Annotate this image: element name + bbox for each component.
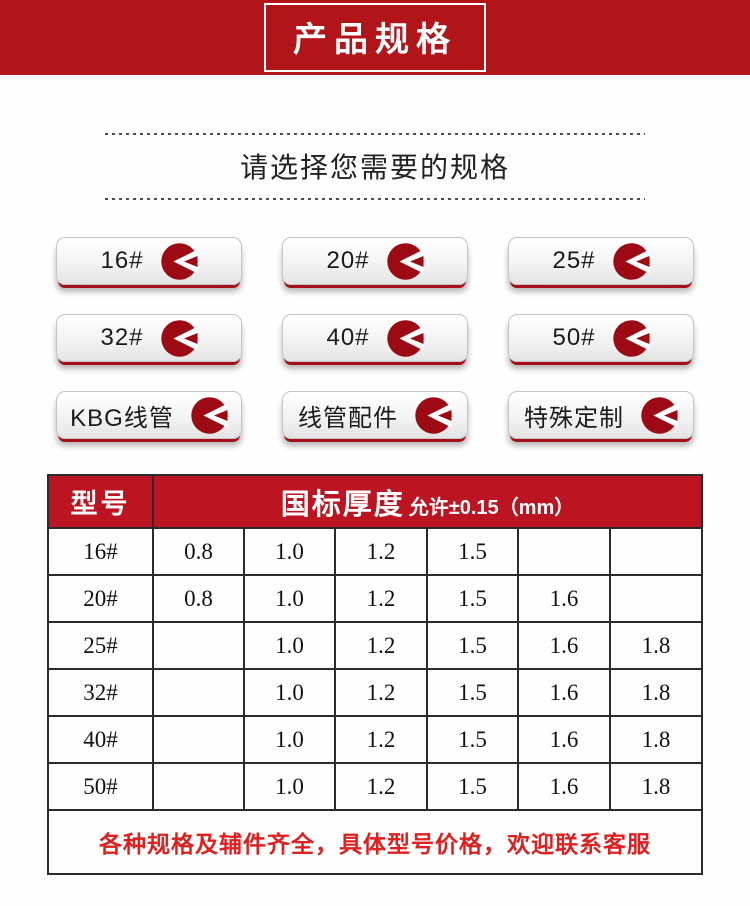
value-cell: 1.6	[516, 762, 611, 811]
table-row: 25# 1.0 1.2 1.5 1.6 1.8	[46, 621, 704, 670]
contact-note: 各种规格及辅件齐全，具体型号价格，欢迎联系客服	[46, 809, 704, 875]
spec-button-custom[interactable]: 特殊定制	[508, 391, 694, 439]
value-cell	[608, 527, 704, 576]
pie-click-icon	[612, 242, 650, 280]
table-footer-row: 各种规格及辅件齐全，具体型号价格，欢迎联系客服	[46, 809, 704, 875]
table-row: 20# 0.8 1.0 1.2 1.5 1.6	[46, 574, 704, 623]
value-cell: 1.5	[425, 527, 519, 576]
spec-button-label: 16#	[100, 247, 144, 274]
table-header-row: 型号 国标厚度 允许±0.15（mm）	[46, 474, 704, 529]
value-cell: 1.0	[242, 527, 336, 576]
value-cell: 1.5	[425, 621, 519, 670]
spec-button-label: 32#	[100, 324, 144, 351]
value-cell: 1.2	[333, 762, 428, 811]
value-cell: 1.0	[242, 762, 336, 811]
model-cell: 50#	[46, 762, 154, 811]
value-cell: 1.6	[516, 715, 611, 764]
value-cell	[608, 574, 704, 623]
spec-button-label: 25#	[552, 247, 596, 274]
pie-click-icon	[641, 396, 678, 434]
model-column-header: 型号	[46, 474, 154, 529]
pie-click-icon	[612, 319, 650, 357]
spec-button-label: 50#	[552, 324, 596, 351]
thickness-column-header: 国标厚度 允许±0.15（mm）	[151, 474, 704, 529]
spec-button-label: 40#	[326, 324, 370, 351]
pie-click-icon	[160, 242, 198, 280]
value-cell	[151, 668, 245, 717]
dashed-divider-top	[105, 133, 645, 135]
page-title: 产品规格	[293, 21, 457, 59]
spec-button-conduit-fittings[interactable]: 线管配件	[282, 391, 468, 439]
value-cell: 0.8	[151, 574, 245, 623]
value-cell: 1.2	[333, 715, 428, 764]
model-cell: 32#	[46, 668, 154, 717]
value-cell: 1.8	[608, 762, 704, 811]
table-row: 16# 0.8 1.0 1.2 1.5	[46, 527, 704, 576]
value-cell: 1.8	[608, 715, 704, 764]
thickness-header-main: 国标厚度	[280, 488, 405, 521]
table-row: 32# 1.0 1.2 1.5 1.6 1.8	[46, 668, 704, 717]
model-cell: 40#	[46, 715, 154, 764]
dashed-divider-bottom	[105, 198, 645, 200]
spec-button-20[interactable]: 20#	[282, 237, 468, 285]
spec-button-32[interactable]: 32#	[56, 314, 242, 362]
value-cell: 1.8	[608, 621, 704, 670]
thickness-header-sub: 允许±0.15（mm）	[408, 496, 575, 519]
table-row: 50# 1.0 1.2 1.5 1.6 1.8	[46, 762, 704, 811]
value-cell	[151, 762, 245, 811]
value-cell: 1.2	[333, 668, 428, 717]
value-cell: 1.5	[425, 668, 519, 717]
spec-button-label: KBG线管	[70, 404, 174, 432]
value-cell: 1.6	[516, 668, 611, 717]
value-cell: 1.2	[333, 527, 428, 576]
spec-button-50[interactable]: 50#	[508, 314, 694, 362]
value-cell	[151, 715, 245, 764]
value-cell: 1.2	[333, 621, 428, 670]
banner-frame: 产品规格	[264, 3, 486, 72]
pie-click-icon	[160, 319, 198, 357]
value-cell: 1.0	[242, 621, 336, 670]
spec-button-label: 特殊定制	[524, 404, 624, 432]
value-cell: 1.2	[333, 574, 428, 623]
value-cell: 1.0	[242, 668, 336, 717]
spec-button-kbg-conduit[interactable]: KBG线管	[56, 391, 242, 439]
table-row: 40# 1.0 1.2 1.5 1.6 1.8	[46, 715, 704, 764]
choose-section: 请选择您需要的规格	[0, 133, 750, 200]
value-cell: 0.8	[151, 527, 245, 576]
model-cell: 20#	[46, 574, 154, 623]
value-cell	[151, 621, 245, 670]
value-cell: 1.0	[242, 574, 336, 623]
section-title: 请选择您需要的规格	[239, 152, 510, 183]
pie-click-icon	[415, 396, 452, 434]
spec-button-25[interactable]: 25#	[508, 237, 694, 285]
value-cell	[516, 527, 611, 576]
thickness-table: 型号 国标厚度 允许±0.15（mm） 16# 0.8 1.0 1.2 1.5 2…	[46, 474, 704, 875]
model-cell: 16#	[46, 527, 154, 576]
value-cell: 1.5	[425, 574, 519, 623]
value-cell: 1.6	[516, 574, 611, 623]
spec-button-label: 线管配件	[298, 404, 398, 432]
pie-click-icon	[386, 319, 424, 357]
value-cell: 1.6	[516, 621, 611, 670]
value-cell: 1.0	[242, 715, 336, 764]
value-cell: 1.5	[425, 762, 519, 811]
pie-click-icon	[386, 242, 424, 280]
pie-click-icon	[191, 396, 228, 434]
spec-button-label: 20#	[326, 247, 370, 274]
model-cell: 25#	[46, 621, 154, 670]
spec-button-16[interactable]: 16#	[56, 237, 242, 285]
value-cell: 1.5	[425, 715, 519, 764]
spec-button-grid: 16# 20# 25# 32# 40# 50# KBG线管 线管	[56, 237, 694, 439]
value-cell: 1.8	[608, 668, 704, 717]
banner: 产品规格	[0, 0, 750, 77]
spec-button-40[interactable]: 40#	[282, 314, 468, 362]
